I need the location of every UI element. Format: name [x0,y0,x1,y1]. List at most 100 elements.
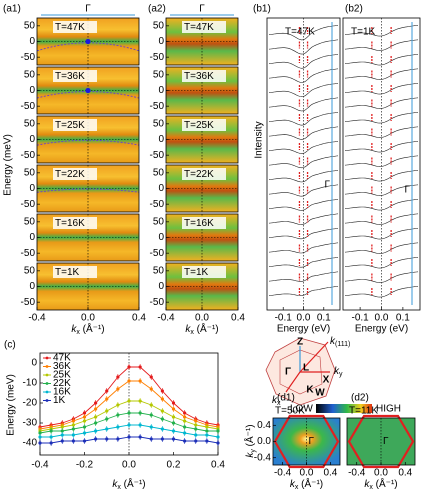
panel-label: (d2) [351,393,369,404]
subscript: x [117,484,121,491]
gamma-point [85,38,91,45]
unit: (Å⁻¹) [121,477,146,490]
x-axis-label: kx (Å⁻¹) [185,322,218,336]
y-tick-label: -50 [150,52,165,63]
spectrum [268,242,339,254]
temp-bg [53,21,97,33]
spectrum [268,199,339,211]
y-tick-label: 0 [29,85,35,96]
x-axis-label: kx (Å⁻¹) [112,477,145,491]
point [116,437,120,441]
spectrum [268,39,339,55]
bz-point-label: W [315,388,325,399]
subscript: x [295,484,299,491]
point [171,407,176,411]
spectrum [344,184,419,196]
y-tick-label: -50 [21,297,36,308]
point [94,415,98,419]
point [205,429,209,433]
temp-bg [182,21,226,33]
y-tick-label: 50 [153,20,165,31]
y-tick-label: 50 [24,118,36,129]
point [149,437,153,441]
temperature-label: T=47K [55,22,85,33]
point [194,439,198,443]
point [94,401,98,405]
point [105,397,109,401]
point [149,387,153,391]
point [105,437,109,441]
point [138,435,142,439]
point [49,435,53,439]
unit: (Å⁻¹) [298,477,323,490]
spectrum [344,199,419,211]
point [127,411,131,415]
temperature-label: T=47K [184,22,214,33]
point [127,423,131,427]
spectrum [344,170,419,182]
point [82,425,87,429]
point [60,433,64,437]
x-tick-label: -0.4 [31,460,49,471]
symbol: k [330,336,336,347]
y-tick-label: 0 [29,134,35,145]
x-tick-label: 0.4 [231,313,245,324]
y-tick-label: -50 [21,101,36,112]
y-tick-label: -30 [23,418,38,429]
spectrum [344,257,419,269]
point [127,365,131,369]
point [38,435,42,439]
x-tick-label: -0.2 [76,460,94,471]
y-tick-label: 0 [31,358,37,369]
colorbar-high: HIGH [376,404,401,415]
spectrum [268,97,339,112]
panel-label: (a2) [148,4,166,15]
temp-bg [53,119,97,131]
bz-axis-label: kx [272,395,281,407]
subscript: y [339,371,343,378]
spectrum [344,213,419,225]
point [149,403,153,407]
spectrum [268,271,339,282]
point [171,437,176,441]
temperature-label: T=47K [285,27,315,38]
temperature-label: T=25K [55,120,85,131]
temperature-label: T=1K [351,27,376,38]
point [49,441,53,445]
gamma-label: Γ [383,436,389,447]
gamma-label: Γ [85,4,91,15]
x-tick-label: 0.2 [167,460,181,471]
temperature-label: T=11K [349,406,378,417]
x-tick-label: 0.1 [317,313,331,324]
spectrum [344,25,419,37]
spectrum [268,257,339,268]
x-tick-label: 0.0 [300,468,314,479]
x-tick-label: -0.4 [28,313,46,324]
gamma-label: Γ [309,436,315,447]
subscript: (111) [335,341,350,348]
y-tick-label: -50 [21,248,36,259]
point [160,427,164,431]
temp-bg [182,217,226,229]
point [194,427,198,431]
point [138,365,142,369]
x-axis-label: kx (Å⁻¹) [364,477,397,491]
point [149,425,153,429]
y-tick-label: -50 [21,150,36,161]
bz-point-label: Z [297,337,303,348]
y-tick-label: 0 [158,36,164,47]
unit: (Å⁻¹) [194,322,219,335]
point [183,439,187,443]
y-axis-label: Energy (meV) [6,374,17,436]
symbol: k [185,324,191,335]
legend-marker [45,356,49,360]
legend-marker [45,390,49,394]
band-fit [36,42,140,52]
point [160,389,164,393]
colorbar [316,404,372,413]
point [94,429,98,433]
point [38,441,42,445]
legend-marker [45,365,49,368]
point [105,427,109,431]
point [160,409,164,413]
